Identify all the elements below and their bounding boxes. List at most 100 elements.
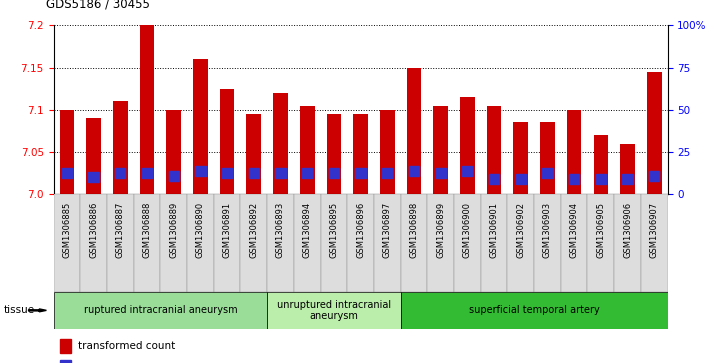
Text: GSM1306893: GSM1306893 — [276, 202, 285, 258]
Bar — [294, 194, 321, 292]
Text: GSM1306887: GSM1306887 — [116, 202, 125, 258]
Bar — [614, 194, 641, 292]
Text: GSM1306891: GSM1306891 — [223, 202, 231, 258]
Bar — [588, 194, 614, 292]
Text: GSM1306907: GSM1306907 — [650, 202, 659, 258]
Bar — [595, 174, 606, 184]
Bar — [134, 194, 161, 292]
Text: GSM1306899: GSM1306899 — [436, 202, 445, 258]
Bar — [246, 114, 261, 194]
Bar — [569, 174, 579, 184]
Bar — [462, 166, 473, 176]
Bar — [487, 106, 501, 194]
Bar — [326, 114, 341, 194]
Text: GSM1306901: GSM1306901 — [490, 202, 498, 258]
Bar — [540, 122, 555, 194]
Bar — [516, 174, 526, 184]
Bar — [86, 118, 101, 194]
Bar — [60, 339, 71, 354]
Bar — [267, 194, 294, 292]
Text: GSM1306886: GSM1306886 — [89, 202, 98, 258]
Bar — [140, 25, 154, 194]
Bar — [54, 194, 80, 292]
Bar — [187, 194, 213, 292]
Bar — [276, 168, 286, 178]
Bar — [59, 110, 74, 194]
Bar — [213, 194, 241, 292]
Bar — [267, 292, 401, 329]
Bar — [649, 171, 660, 181]
Text: GSM1306902: GSM1306902 — [516, 202, 526, 258]
Bar — [534, 194, 560, 292]
Bar — [427, 194, 454, 292]
Text: GSM1306894: GSM1306894 — [303, 202, 312, 258]
Bar — [321, 194, 347, 292]
Bar — [80, 194, 107, 292]
Bar — [107, 194, 134, 292]
Bar — [248, 168, 259, 178]
Text: transformed count: transformed count — [78, 341, 176, 351]
Bar — [300, 106, 315, 194]
Bar — [60, 360, 71, 363]
Bar — [593, 135, 608, 194]
Bar — [61, 168, 72, 178]
Text: GSM1306897: GSM1306897 — [383, 202, 392, 258]
Text: ruptured intracranial aneurysm: ruptured intracranial aneurysm — [84, 305, 237, 315]
Text: GSM1306905: GSM1306905 — [596, 202, 605, 258]
Bar — [195, 166, 206, 176]
Text: GSM1306896: GSM1306896 — [356, 202, 365, 258]
Bar — [193, 59, 208, 194]
Bar — [560, 194, 588, 292]
Text: GSM1306903: GSM1306903 — [543, 202, 552, 258]
Bar — [647, 72, 662, 194]
Bar — [113, 101, 128, 194]
Text: GSM1306889: GSM1306889 — [169, 202, 178, 258]
Bar — [353, 114, 368, 194]
Bar — [302, 168, 312, 178]
Bar — [481, 194, 508, 292]
Bar — [115, 168, 126, 178]
Text: GSM1306895: GSM1306895 — [329, 202, 338, 258]
Text: GSM1306900: GSM1306900 — [463, 202, 472, 258]
Bar — [161, 194, 187, 292]
Bar — [508, 194, 534, 292]
Bar — [401, 194, 427, 292]
Text: GSM1306888: GSM1306888 — [143, 202, 151, 258]
Text: GSM1306890: GSM1306890 — [196, 202, 205, 258]
Bar — [513, 122, 528, 194]
Text: GSM1306885: GSM1306885 — [62, 202, 71, 258]
Bar — [641, 194, 668, 292]
Bar — [409, 166, 419, 176]
Bar — [222, 168, 232, 178]
Bar — [356, 168, 366, 178]
Text: GDS5186 / 30455: GDS5186 / 30455 — [46, 0, 150, 11]
Bar — [89, 172, 99, 182]
Text: GSM1306892: GSM1306892 — [249, 202, 258, 258]
Text: GSM1306898: GSM1306898 — [409, 202, 418, 258]
Text: GSM1306904: GSM1306904 — [570, 202, 578, 258]
Bar — [54, 292, 267, 329]
Bar — [407, 68, 421, 194]
Text: unruptured intracranial
aneurysm: unruptured intracranial aneurysm — [277, 299, 391, 321]
Bar — [436, 168, 446, 178]
Text: superficial temporal artery: superficial temporal artery — [468, 305, 600, 315]
Bar — [374, 194, 401, 292]
Bar — [380, 110, 395, 194]
Bar — [169, 171, 178, 181]
Text: tissue: tissue — [4, 305, 35, 315]
Bar — [220, 89, 234, 194]
Bar — [620, 144, 635, 194]
Bar — [382, 168, 393, 178]
Bar — [347, 194, 374, 292]
Bar — [241, 194, 267, 292]
Bar — [567, 110, 581, 194]
Bar — [460, 97, 475, 194]
Bar — [142, 168, 152, 178]
Bar — [273, 93, 288, 194]
Text: GSM1306906: GSM1306906 — [623, 202, 632, 258]
Bar — [166, 110, 181, 194]
Bar — [623, 174, 633, 184]
Bar — [454, 194, 481, 292]
Bar — [328, 168, 339, 178]
Bar — [433, 106, 448, 194]
